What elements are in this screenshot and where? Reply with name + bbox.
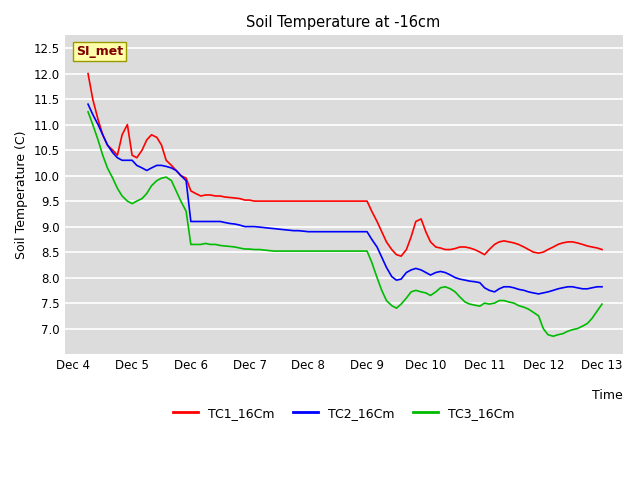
Legend: TC1_16Cm, TC2_16Cm, TC3_16Cm: TC1_16Cm, TC2_16Cm, TC3_16Cm [168,402,520,425]
Y-axis label: Soil Temperature (C): Soil Temperature (C) [15,131,28,259]
Text: Time: Time [592,389,623,402]
Title: Soil Temperature at -16cm: Soil Temperature at -16cm [246,15,441,30]
Text: SI_met: SI_met [76,45,123,58]
